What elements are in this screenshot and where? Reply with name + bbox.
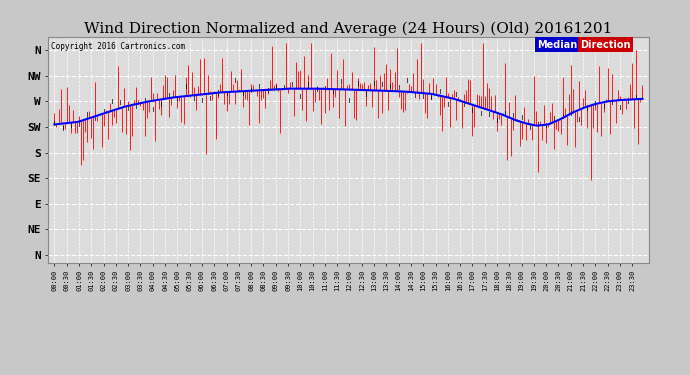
Text: Direction: Direction — [580, 40, 631, 50]
Title: Wind Direction Normalized and Average (24 Hours) (Old) 20161201: Wind Direction Normalized and Average (2… — [84, 22, 613, 36]
Text: Copyright 2016 Cartronics.com: Copyright 2016 Cartronics.com — [51, 42, 186, 51]
Text: Median: Median — [538, 40, 578, 50]
